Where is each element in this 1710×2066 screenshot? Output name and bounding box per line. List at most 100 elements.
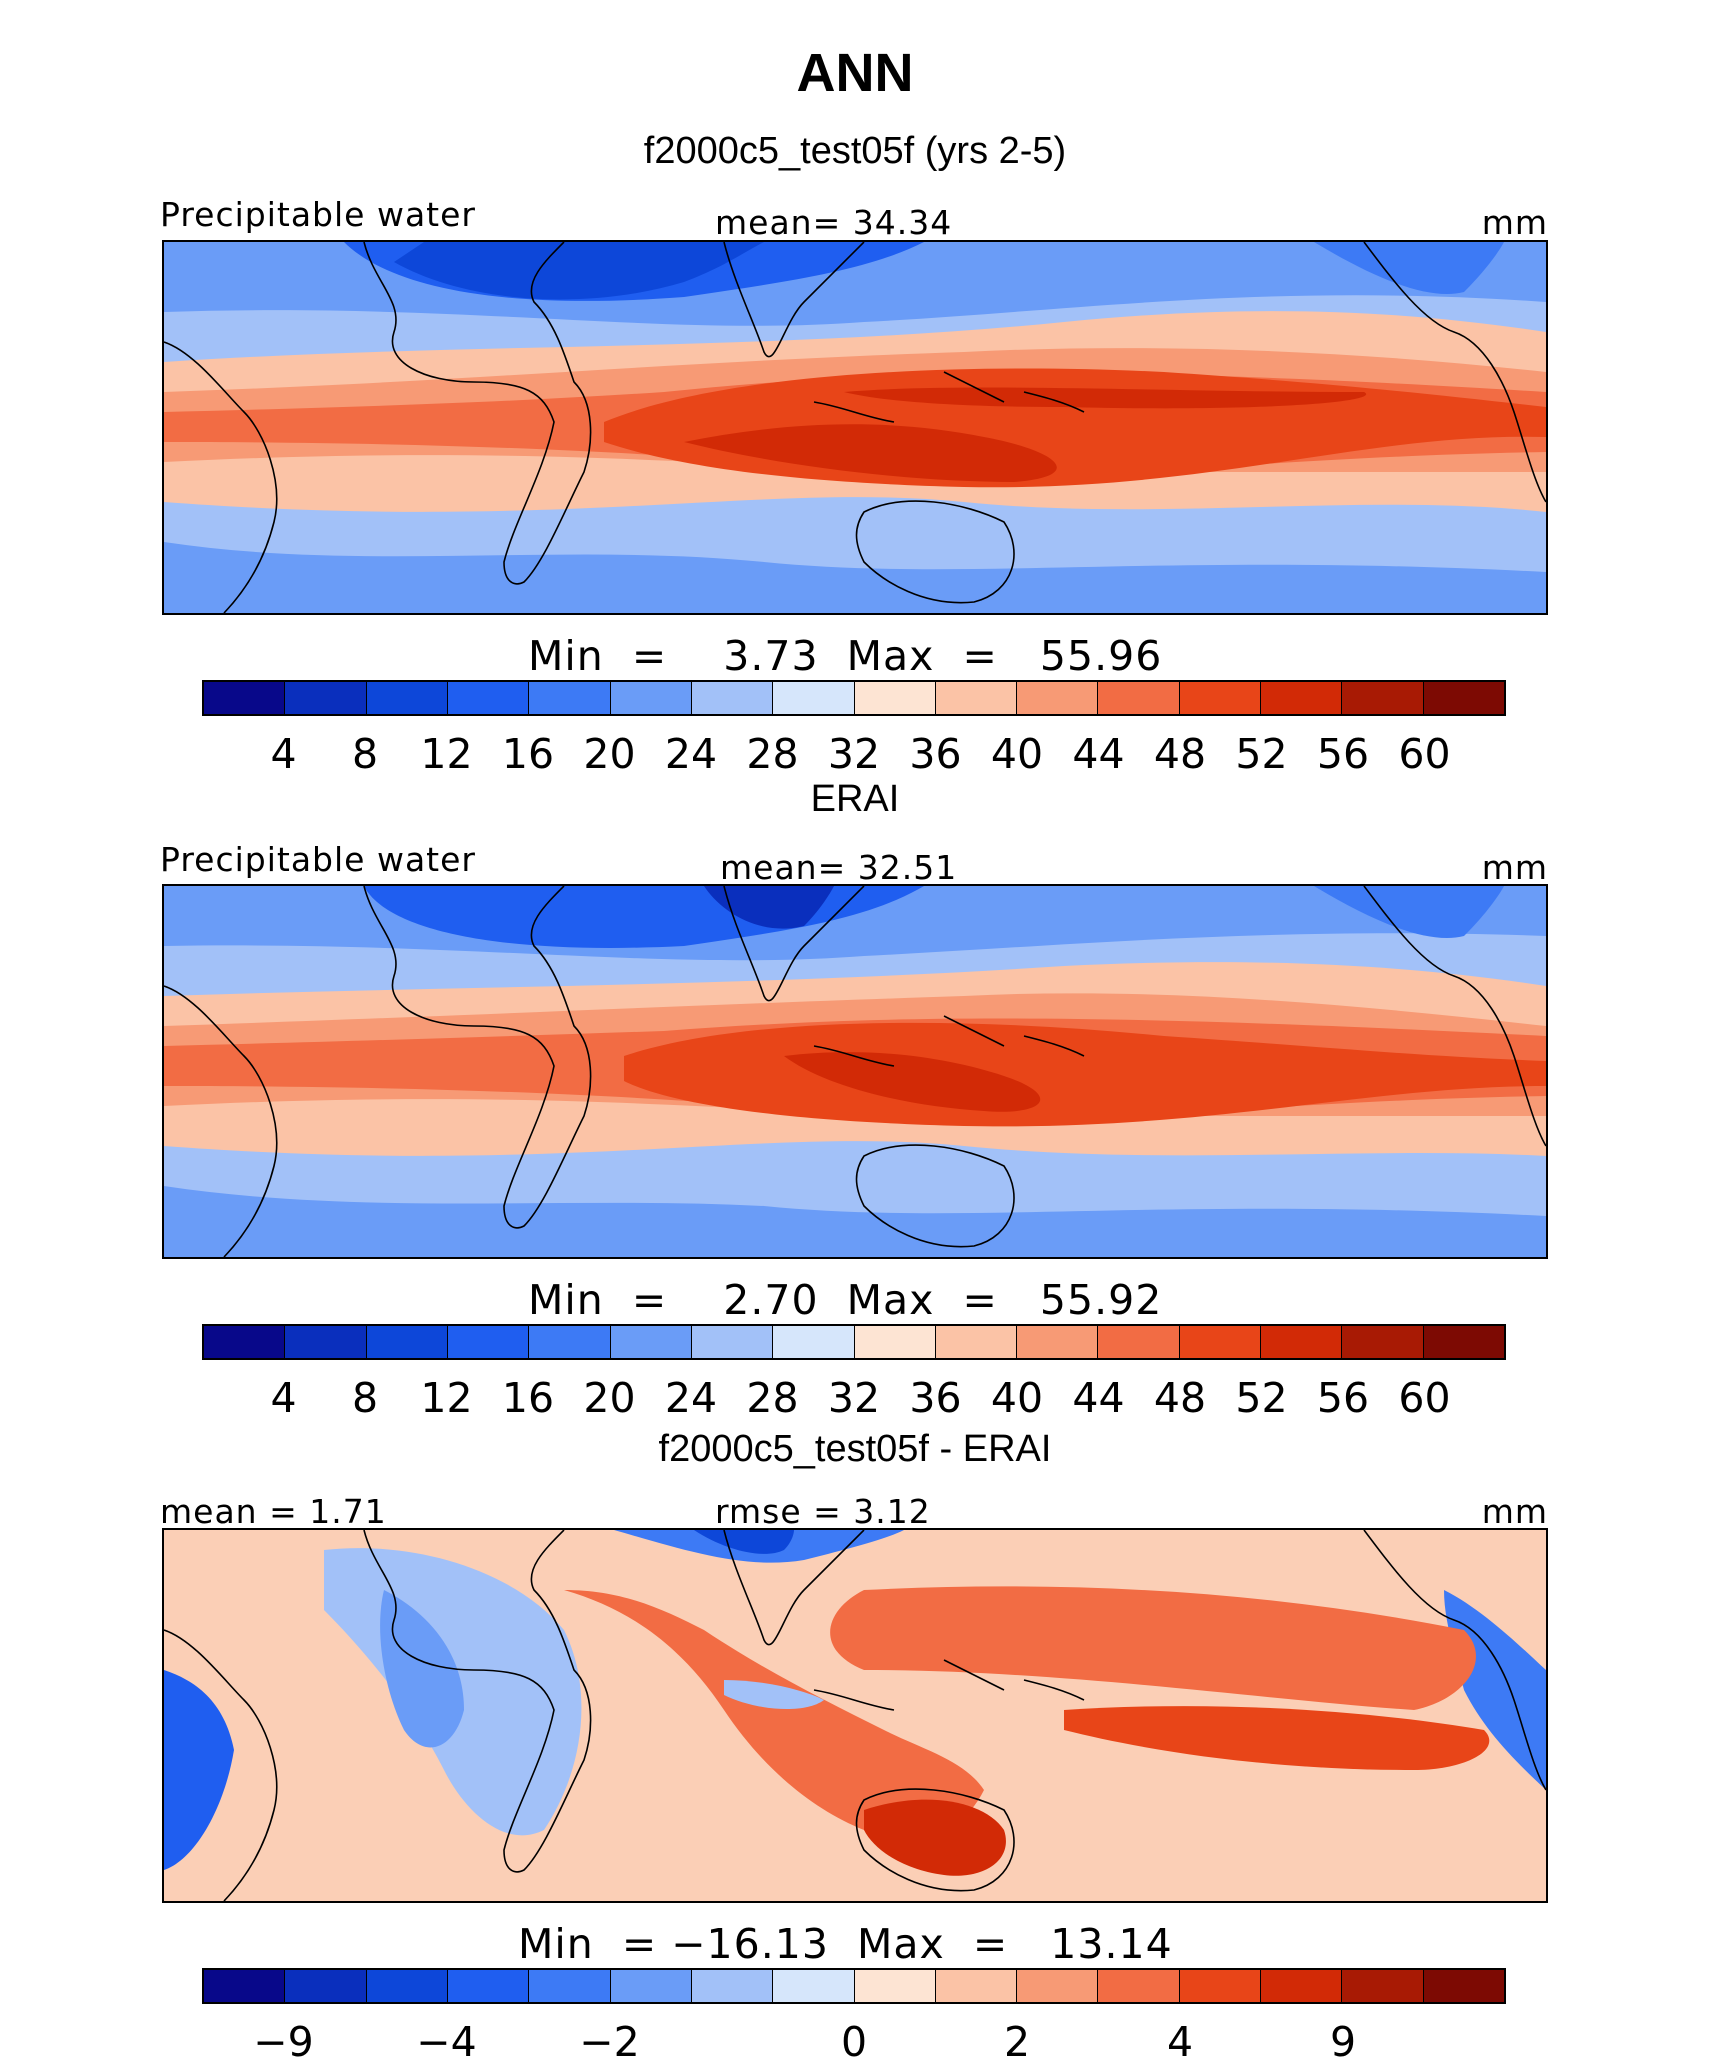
panel-3-colorbar — [202, 1968, 1506, 2004]
colorbar-swatch — [447, 1970, 530, 2002]
panel-2-minmax: Min = 2.70 Max = 55.92 — [528, 1276, 1163, 1324]
colorbar-swatch — [529, 1970, 611, 2002]
colorbar-tick-label: 20 — [583, 1374, 636, 1422]
colorbar-tick-label: 36 — [909, 1374, 962, 1422]
panel-3-mean-label: mean = 1.71 — [160, 1492, 387, 1531]
panel-1-field-svg — [164, 242, 1546, 613]
colorbar-swatch — [447, 1326, 530, 1358]
colorbar-swatch — [1179, 1326, 1262, 1358]
colorbar-swatch — [1261, 682, 1343, 714]
colorbar-tick-label: 32 — [827, 730, 881, 778]
colorbar-swatch — [1423, 682, 1504, 714]
colorbar-swatch — [1098, 1326, 1180, 1358]
colorbar-swatch — [1017, 682, 1099, 714]
panel-1-case-title: f2000c5_test05f (yrs 2-5) — [643, 130, 1067, 172]
colorbar-tick-label: −4 — [416, 2018, 477, 2066]
colorbar-tick-label: 28 — [746, 1374, 799, 1422]
colorbar-swatch — [935, 1970, 1018, 2002]
colorbar-tick-label: 12 — [420, 1374, 473, 1422]
panel-1-field-label: Precipitable water — [160, 195, 476, 234]
colorbar-swatch — [204, 1326, 286, 1358]
colorbar-tick-label: 56 — [1316, 730, 1370, 778]
panel-3-map — [162, 1528, 1548, 1903]
colorbar-swatch — [1423, 1970, 1504, 2002]
figure-title: ANN — [796, 43, 914, 103]
colorbar-swatch — [1098, 682, 1180, 714]
colorbar-swatch — [854, 1970, 936, 2002]
colorbar-swatch — [1342, 1326, 1424, 1358]
colorbar-swatch — [529, 682, 611, 714]
colorbar-tick-label: 8 — [351, 1374, 379, 1422]
colorbar-swatch — [610, 1970, 692, 2002]
colorbar-swatch — [1098, 1970, 1180, 2002]
colorbar-tick-label: 16 — [501, 1374, 555, 1422]
colorbar-swatch — [610, 1326, 692, 1358]
colorbar-tick-label: 52 — [1235, 1374, 1288, 1422]
colorbar-swatch — [854, 1326, 936, 1358]
colorbar-tick-label: 20 — [583, 730, 636, 778]
colorbar-tick-label: 24 — [664, 1374, 718, 1422]
panel-2-mean-label: mean= 32.51 — [720, 848, 958, 887]
colorbar-tick-label: 56 — [1316, 1374, 1370, 1422]
colorbar-swatch — [204, 682, 286, 714]
colorbar-swatch — [691, 1326, 774, 1358]
panel-1-minmax: Min = 3.73 Max = 55.96 — [528, 632, 1163, 680]
panel-2-case-title: ERAI — [810, 778, 900, 820]
colorbar-swatch — [773, 682, 855, 714]
panel-3-minmax: Min = −16.13 Max = 13.14 — [518, 1920, 1173, 1968]
panel-1-colorbar — [202, 680, 1506, 716]
colorbar-tick-label: 40 — [990, 1374, 1044, 1422]
colorbar-tick-label: 4 — [270, 1374, 297, 1422]
colorbar-swatch — [366, 682, 448, 714]
panel-1-units-label: mm — [1481, 203, 1548, 242]
colorbar-tick-label: 52 — [1235, 730, 1288, 778]
panel-3-field-svg — [164, 1530, 1546, 1901]
colorbar-swatch — [366, 1970, 448, 2002]
colorbar-tick-label: 36 — [909, 730, 962, 778]
colorbar-tick-label: 16 — [501, 730, 555, 778]
panel-1-mean-label: mean= 34.34 — [715, 203, 953, 242]
colorbar-swatch — [773, 1970, 855, 2002]
colorbar-swatch — [285, 682, 367, 714]
colorbar-swatch — [1342, 1970, 1424, 2002]
colorbar-tick-label: 60 — [1398, 1374, 1451, 1422]
colorbar-tick-label: 32 — [827, 1374, 881, 1422]
colorbar-tick-label: 8 — [351, 730, 379, 778]
panel-3-case-title: f2000c5_test05f - ERAI — [658, 1428, 1052, 1470]
colorbar-swatch — [285, 1970, 367, 2002]
colorbar-swatch — [935, 682, 1018, 714]
colorbar-swatch — [854, 682, 936, 714]
panel-1-map — [162, 240, 1548, 615]
colorbar-tick-label: 12 — [420, 730, 473, 778]
colorbar-swatch — [204, 1970, 286, 2002]
panel-2-field-svg — [164, 886, 1546, 1257]
colorbar-tick-label: 44 — [1072, 1374, 1125, 1422]
colorbar-swatch — [773, 1326, 855, 1358]
colorbar-tick-label: 44 — [1072, 730, 1125, 778]
colorbar-swatch — [1261, 1326, 1343, 1358]
colorbar-tick-label: 2 — [1003, 2018, 1031, 2066]
colorbar-tick-label: 24 — [664, 730, 718, 778]
colorbar-swatch — [447, 682, 530, 714]
panel-3-rmse-label: rmse = 3.12 — [715, 1492, 931, 1531]
colorbar-swatch — [935, 1326, 1018, 1358]
colorbar-tick-label: 28 — [746, 730, 799, 778]
panel-2-units-label: mm — [1481, 848, 1548, 887]
panel-2-colorbar — [202, 1324, 1506, 1360]
colorbar-tick-label: −9 — [253, 2018, 314, 2066]
panel-2-field-label: Precipitable water — [160, 840, 476, 879]
colorbar-tick-label: 48 — [1153, 1374, 1207, 1422]
colorbar-swatch — [610, 682, 692, 714]
colorbar-tick-label: −2 — [579, 2018, 640, 2066]
colorbar-swatch — [1342, 682, 1424, 714]
colorbar-tick-label: 0 — [840, 2018, 868, 2066]
colorbar-swatch — [1179, 682, 1262, 714]
colorbar-tick-label: 40 — [990, 730, 1044, 778]
colorbar-swatch — [529, 1326, 611, 1358]
colorbar-swatch — [1261, 1970, 1343, 2002]
colorbar-tick-label: 60 — [1398, 730, 1451, 778]
colorbar-tick-label: 48 — [1153, 730, 1207, 778]
panel-3-units-label: mm — [1481, 1492, 1548, 1531]
colorbar-tick-label: 9 — [1329, 2018, 1357, 2066]
colorbar-swatch — [366, 1326, 448, 1358]
